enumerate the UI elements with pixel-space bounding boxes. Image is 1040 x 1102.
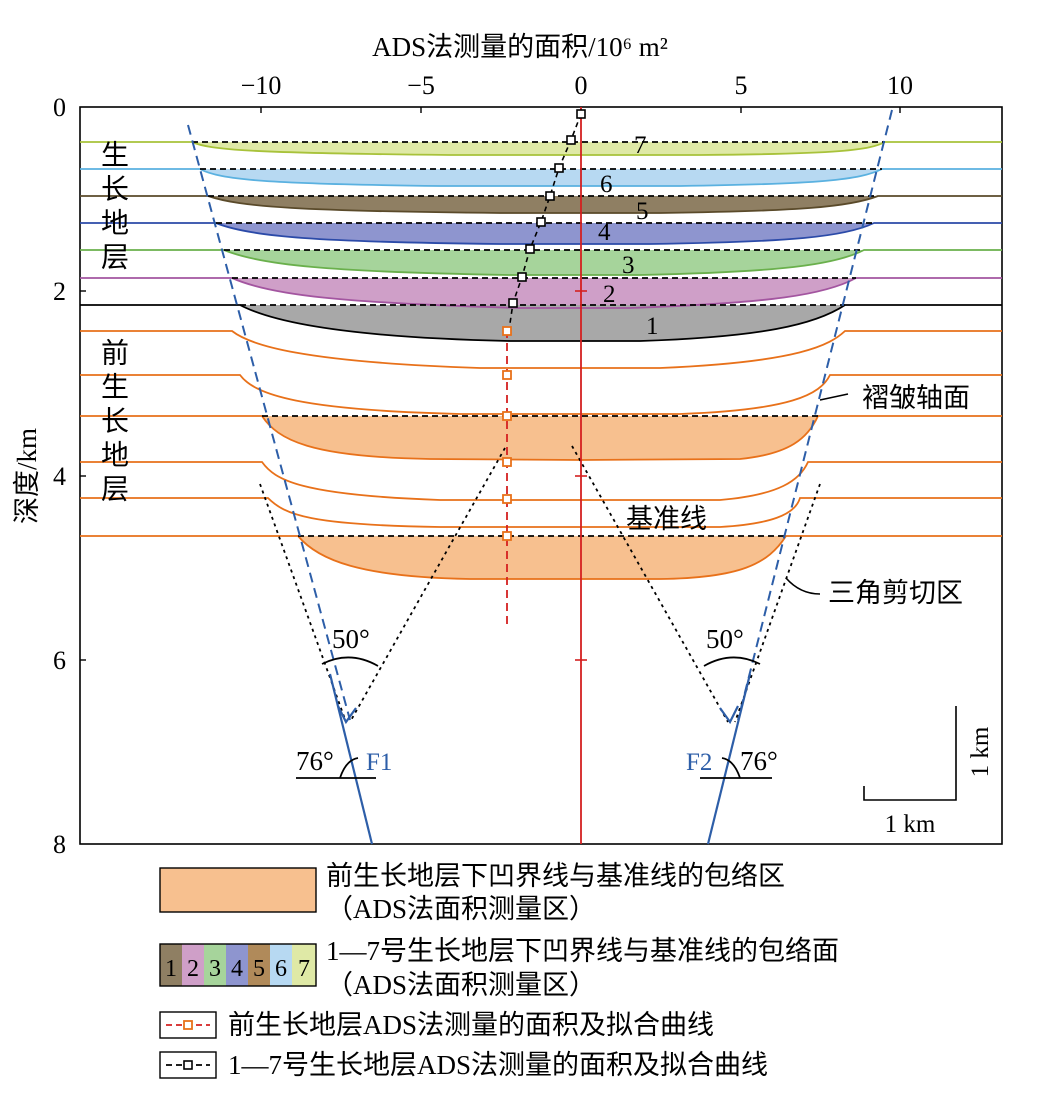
pre-growth-lines	[80, 330, 1002, 580]
zero-axis-ticks	[575, 290, 587, 661]
left-tick-label: 8	[53, 830, 66, 859]
angle-label-right: 50°	[706, 624, 744, 654]
layer-number: 5	[636, 198, 649, 225]
layer-number: 7	[634, 132, 647, 159]
legend-red-symbol	[159, 1011, 217, 1039]
angle-arc-left	[321, 656, 379, 667]
legend-growth-label-1: 1—7号生长地层下凹界线与基准线的包络面	[326, 936, 839, 966]
left-tick-label: 2	[53, 277, 66, 306]
axial-surface-label: 褶皱轴面	[862, 383, 970, 413]
left-axis-ticks	[80, 290, 86, 661]
growth-strata-lines	[80, 141, 1002, 342]
pre-growth-area-lower	[298, 536, 786, 579]
triangle-shear-lines	[259, 445, 821, 723]
legend-swatch-number: 3	[209, 956, 221, 982]
layer-number: 6	[600, 171, 613, 198]
growth-area-1	[240, 305, 845, 341]
dip-arc-right	[721, 757, 741, 779]
growth-area-3	[224, 250, 864, 275]
fault-label-right: F2	[686, 749, 712, 776]
angle-arc-right	[703, 656, 761, 667]
scale-bar	[863, 706, 957, 801]
legend-growth-label-2: （ADS法面积测量区）	[326, 970, 596, 1000]
top-tick-label: 0	[575, 71, 588, 100]
growth-markers	[508, 109, 586, 308]
scale-vertical-label: 1 km	[967, 726, 994, 777]
growth-area-5	[208, 196, 878, 213]
top-tick-label: −10	[241, 71, 282, 100]
growth-area-2	[232, 278, 856, 308]
legend-swatch-number: 7	[298, 956, 310, 982]
layer-number: 2	[603, 281, 616, 308]
left-tick-label: 4	[53, 462, 66, 491]
dip-label-right: 76°	[740, 746, 778, 776]
dip-label-left: 76°	[296, 746, 334, 776]
layer-number: 1	[646, 313, 659, 340]
legend-growth-swatches: 1 2 3 4 5 6 7	[159, 943, 317, 987]
pre-growth-markers	[502, 326, 512, 541]
layer-number: 3	[622, 252, 635, 279]
growth-strata-label: 生长地层	[97, 140, 128, 276]
legend-orange-label-1: 前生长地层下凹界线与基准线的包络区	[326, 861, 785, 891]
growth-area-6	[200, 169, 882, 186]
datum-line-label: 基准线	[626, 504, 707, 534]
legend-swatch-number: 1	[165, 956, 177, 982]
left-tick-label: 6	[53, 646, 66, 675]
axial-surface-lines	[187, 109, 893, 721]
angle-label-left: 50°	[332, 624, 370, 654]
growth-fit-curve	[508, 113, 582, 331]
legend-black-symbol	[159, 1051, 217, 1079]
dip-arc-left	[339, 757, 359, 779]
top-axis-label: ADS法测量的面积/10⁶ m²	[372, 32, 668, 62]
growth-area-7	[192, 142, 885, 155]
layer-number: 4	[598, 219, 611, 246]
top-tick-label: −5	[407, 71, 435, 100]
top-tick-label: 5	[735, 71, 748, 100]
datum-lines	[192, 141, 885, 537]
axial-leader	[819, 393, 849, 401]
shear-leader	[785, 577, 821, 595]
legend-swatch-number: 2	[187, 956, 199, 982]
legend-swatch-number: 4	[231, 956, 243, 982]
fault-lines	[328, 673, 752, 845]
legend-swatch-number: 6	[275, 956, 287, 982]
left-tick-label: 0	[53, 93, 66, 122]
left-axis-label: 深度/km	[12, 428, 42, 524]
legend-orange-swatch	[159, 867, 317, 913]
growth-area-4	[216, 223, 874, 244]
legend-orange-label-2: （ADS法面积测量区）	[326, 894, 596, 924]
fault-label-left: F1	[366, 749, 392, 776]
scale-horizontal-label: 1 km	[885, 811, 936, 838]
pre-growth-strata-label: 前生长地层	[97, 338, 128, 508]
pre-growth-area-upper	[262, 416, 818, 460]
legend-swatch-number: 5	[253, 956, 265, 982]
legend-red-label: 前生长地层ADS法测量的面积及拟合曲线	[228, 1010, 714, 1040]
top-tick-label: 10	[887, 71, 913, 100]
legend-black-label: 1—7号生长地层ADS法测量的面积及拟合曲线	[228, 1050, 768, 1080]
shear-zone-label: 三角剪切区	[828, 578, 963, 608]
